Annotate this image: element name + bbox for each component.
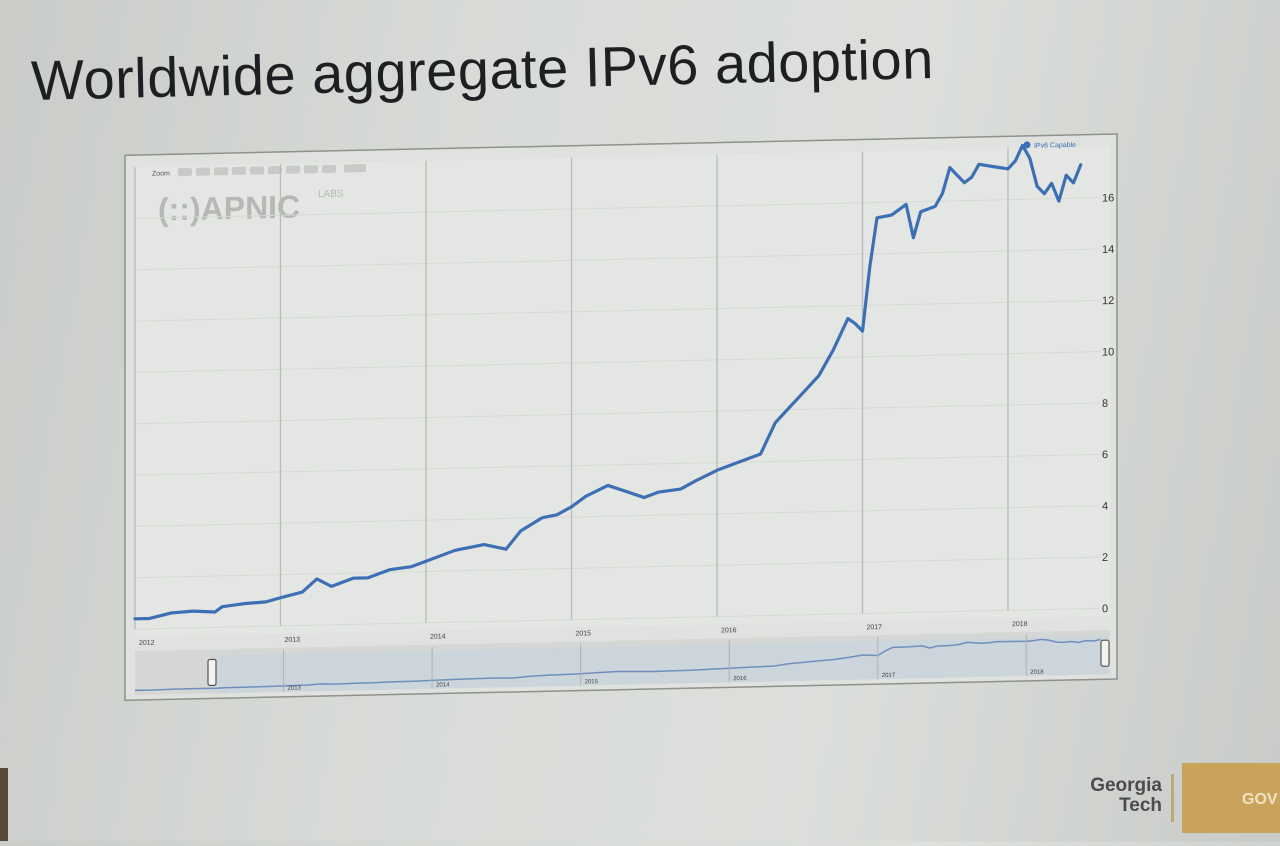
navigator[interactable]: 2013 2014 2015 2016 2017 2018 [135, 630, 1110, 696]
y-tick-label: 10 [1102, 346, 1114, 358]
range-button-1y[interactable] [250, 166, 264, 175]
y-tick-label: 16 [1102, 192, 1114, 204]
y-gridline [135, 453, 1100, 476]
x-tick-label: 2016 [721, 627, 737, 634]
logo-line-2: Tech [1119, 795, 1162, 816]
legend-label: IPv6 Capable [1034, 142, 1076, 150]
navigator-tick-label: 2013 [288, 686, 302, 692]
y-gridline [135, 607, 1100, 630]
x-tick-label: 2014 [430, 633, 446, 640]
x-tick-label: 2015 [575, 630, 591, 637]
x-tick-label: 2017 [866, 624, 882, 631]
y-gridline [135, 351, 1100, 373]
navigator-x-axis: 2013 2014 2015 2016 2017 2018 [283, 633, 1044, 692]
y-tick-label: 2 [1102, 552, 1108, 564]
y-tick-label: 8 [1102, 398, 1108, 410]
range-button-6m[interactable] [214, 167, 228, 176]
navigator-tick-label: 2018 [1030, 670, 1044, 676]
y-gridline [135, 248, 1100, 271]
y-tick-label: 0 [1102, 603, 1108, 615]
navigator-tick-label: 2017 [882, 673, 896, 679]
y-gridline [135, 402, 1100, 425]
range-button-ytd[interactable] [232, 166, 246, 175]
plot-area [135, 146, 1110, 638]
y-gridline [135, 299, 1100, 322]
range-button-3m[interactable] [196, 167, 210, 176]
navigator-tick-label: 2015 [585, 679, 599, 685]
range-button-3y[interactable] [286, 165, 300, 174]
y-gridline [135, 556, 1100, 579]
y-tick-label: 6 [1102, 449, 1108, 461]
navigator-tick-label: 2014 [436, 682, 450, 688]
range-button-all[interactable] [322, 164, 336, 174]
y-tick-label: 4 [1102, 501, 1108, 513]
legend-marker [1023, 141, 1031, 149]
georgia-tech-logo: Georgia Tech [1062, 774, 1174, 824]
ipv6-capable-line [133, 143, 1083, 621]
x-axis: 2012 2013 2014 2015 2016 2017 2018 [139, 621, 1028, 647]
y-axis: 0 2 4 6 8 10 12 14 16 [1102, 192, 1114, 615]
range-button-max[interactable] [344, 164, 366, 173]
navigator-tick-label: 2016 [733, 676, 747, 682]
y-tick-label: 14 [1102, 244, 1114, 256]
left-edge-shadow [0, 768, 8, 841]
gold-brand-panel: GOV [1182, 763, 1280, 833]
y-gridline [135, 505, 1100, 527]
zoom-label: Zoom [152, 170, 170, 177]
apnic-watermark: (::)APNIC [158, 189, 300, 228]
logo-divider [1171, 774, 1174, 822]
range-button-1m[interactable] [178, 167, 192, 177]
gridlines [134, 148, 1100, 630]
apnic-watermark-labs: LABS [318, 189, 344, 201]
range-selector[interactable]: Zoom [152, 164, 366, 178]
navigator-series-line [135, 638, 1101, 692]
navigator-handle-right[interactable] [1100, 639, 1110, 667]
x-tick-label: 2013 [284, 637, 300, 644]
chart-legend[interactable]: IPv6 Capable [1023, 140, 1077, 150]
x-tick-label: 2012 [139, 640, 155, 647]
navigator-handle-left[interactable] [207, 658, 217, 687]
range-button-5y[interactable] [304, 165, 318, 174]
navigator-selection[interactable] [212, 636, 1107, 694]
gold-panel-text: GOV [1242, 791, 1278, 808]
logo-line-1: Georgia [1090, 775, 1162, 796]
range-button-2y[interactable] [268, 165, 282, 175]
y-tick-label: 12 [1102, 295, 1114, 307]
x-tick-label: 2018 [1012, 621, 1028, 628]
